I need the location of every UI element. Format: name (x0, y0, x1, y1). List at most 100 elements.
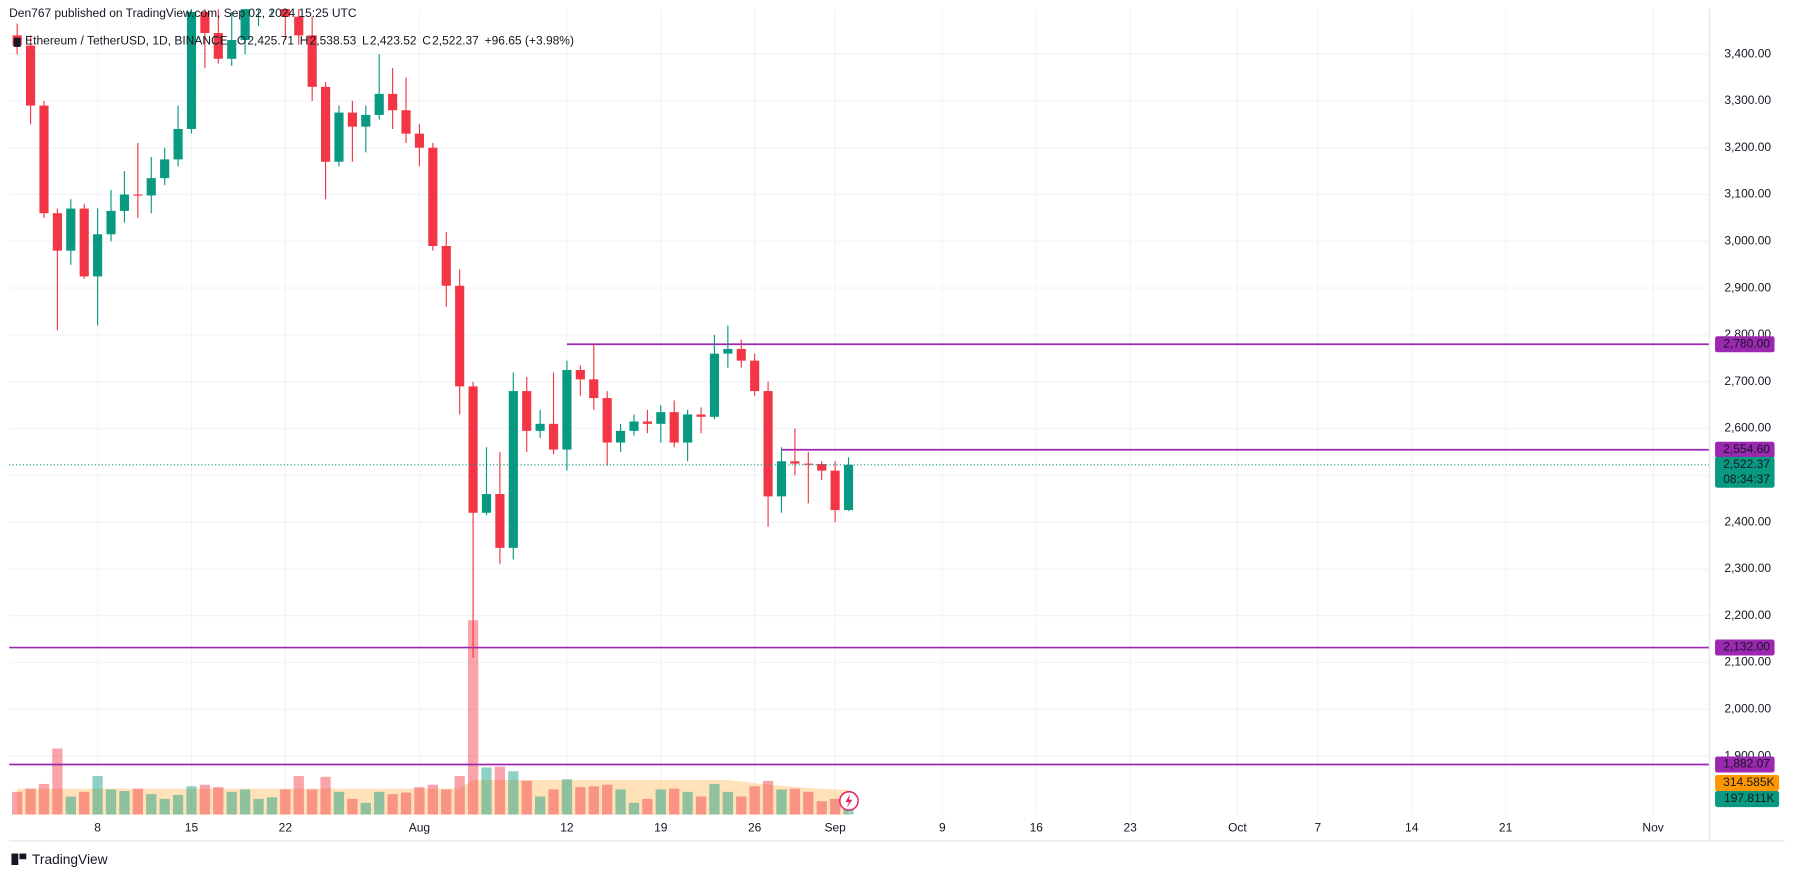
candle-body (173, 128, 183, 160)
volume-ma-box (1715, 775, 1780, 792)
ohlc-key: L (362, 33, 369, 47)
candle-body (146, 178, 156, 196)
candle-body (213, 33, 223, 59)
volume-ma-area (17, 779, 849, 815)
volume-bar (79, 791, 90, 815)
volume-bar (709, 783, 720, 815)
x-tick-label: Nov (1642, 821, 1663, 835)
candle-body (602, 398, 612, 443)
volume-bar (427, 784, 438, 815)
candle-body (629, 421, 639, 431)
candle-body (186, 11, 197, 129)
volume-bar (293, 776, 304, 815)
volume-bar (561, 779, 573, 815)
volume-bar (307, 789, 318, 815)
volume-bar (38, 783, 50, 815)
volume-bar (320, 776, 331, 815)
candle-body (280, 9, 290, 17)
ohlc-legend: O 2,425.71 H 2,538.53 L 2,423.52 C 2,522.37 +96.… (237, 33, 574, 47)
candle-body (414, 133, 425, 148)
volume-bar (669, 788, 680, 815)
volume-bar (628, 802, 640, 815)
volume-bar (132, 788, 143, 815)
candle-body (468, 386, 478, 513)
volume-bar (280, 789, 291, 815)
volume-bar (347, 798, 358, 815)
level-label-box (1715, 441, 1775, 458)
x-tick-label: 15 (185, 821, 199, 835)
grid (9, 9, 1710, 815)
candle-body (843, 464, 854, 511)
candle-body (548, 423, 559, 450)
level-label: 2,132.00 (1723, 640, 1770, 654)
candle-body (320, 86, 331, 162)
volume-bar (588, 786, 599, 815)
candle-body (227, 40, 237, 59)
candle-body (709, 353, 720, 417)
volume-bar (441, 789, 452, 815)
volume-bar (374, 791, 385, 815)
candle-body (160, 159, 170, 179)
candle-body (441, 245, 451, 286)
candle-body (616, 430, 626, 443)
x-tick-label: 14 (1405, 821, 1419, 835)
candle-body (642, 421, 652, 424)
volume-bar (655, 789, 666, 815)
symbol-legend: Ethereum / TetherUSD, 1D, BINANCE (25, 33, 228, 47)
volume-bar (253, 798, 264, 815)
candle-body (39, 105, 49, 214)
volume-bar (239, 789, 251, 815)
volume-bar (602, 784, 613, 815)
candle-body (522, 391, 532, 431)
candle-body (374, 93, 384, 115)
volume-bar (749, 786, 760, 815)
candle-body (52, 213, 62, 251)
volume-bar (829, 798, 841, 815)
footer-brand: TradingView (32, 852, 108, 867)
candle-body (307, 35, 317, 87)
candle-body (428, 147, 438, 246)
candle-body (294, 16, 304, 36)
y-tick-label: 2,400.00 (1724, 514, 1771, 528)
volume-bar (159, 798, 170, 815)
y-tick-label: 2,900.00 (1724, 280, 1771, 294)
candle-body (347, 112, 357, 127)
volume-bar (467, 620, 479, 815)
level-label-box (1715, 756, 1775, 773)
volume-bar (172, 794, 184, 815)
y-tick-label: 2,600.00 (1724, 421, 1771, 435)
volume-bar (789, 788, 801, 815)
x-tick-label: Oct (1228, 821, 1247, 835)
x-tick-label: 26 (748, 821, 762, 835)
candle-body (669, 412, 679, 443)
volume-bar (816, 801, 827, 815)
candle-body (535, 423, 545, 431)
volume-box (1715, 791, 1780, 808)
ohlc-key: O (237, 33, 246, 47)
candle-body (508, 391, 518, 548)
volume-bar (52, 748, 63, 815)
candle-body (562, 370, 572, 450)
x-tick-label: 21 (1499, 821, 1513, 835)
candle-body (79, 208, 89, 277)
x-tick-label: 12 (560, 821, 574, 835)
volume-bar (736, 796, 747, 815)
volume-bar (454, 776, 465, 815)
level-label: 2,780.00 (1723, 336, 1770, 350)
volume-bar (119, 791, 130, 815)
volume-bar (695, 796, 707, 815)
candle-body (455, 285, 465, 387)
candle-body (575, 370, 585, 380)
y-tick-label: 2,200.00 (1724, 608, 1771, 622)
volume-bar (199, 784, 211, 815)
tv-logo (19, 853, 27, 860)
candle-body (830, 470, 840, 511)
level-label: 2,554.60 (1723, 442, 1770, 456)
volume-bar (360, 802, 371, 815)
y-tick-label: 3,000.00 (1724, 233, 1771, 247)
candle-body (388, 93, 398, 111)
volume-label: 197.811K (1724, 791, 1775, 805)
x-tick-label: Aug (409, 821, 430, 835)
x-tick-label: 19 (654, 821, 668, 835)
